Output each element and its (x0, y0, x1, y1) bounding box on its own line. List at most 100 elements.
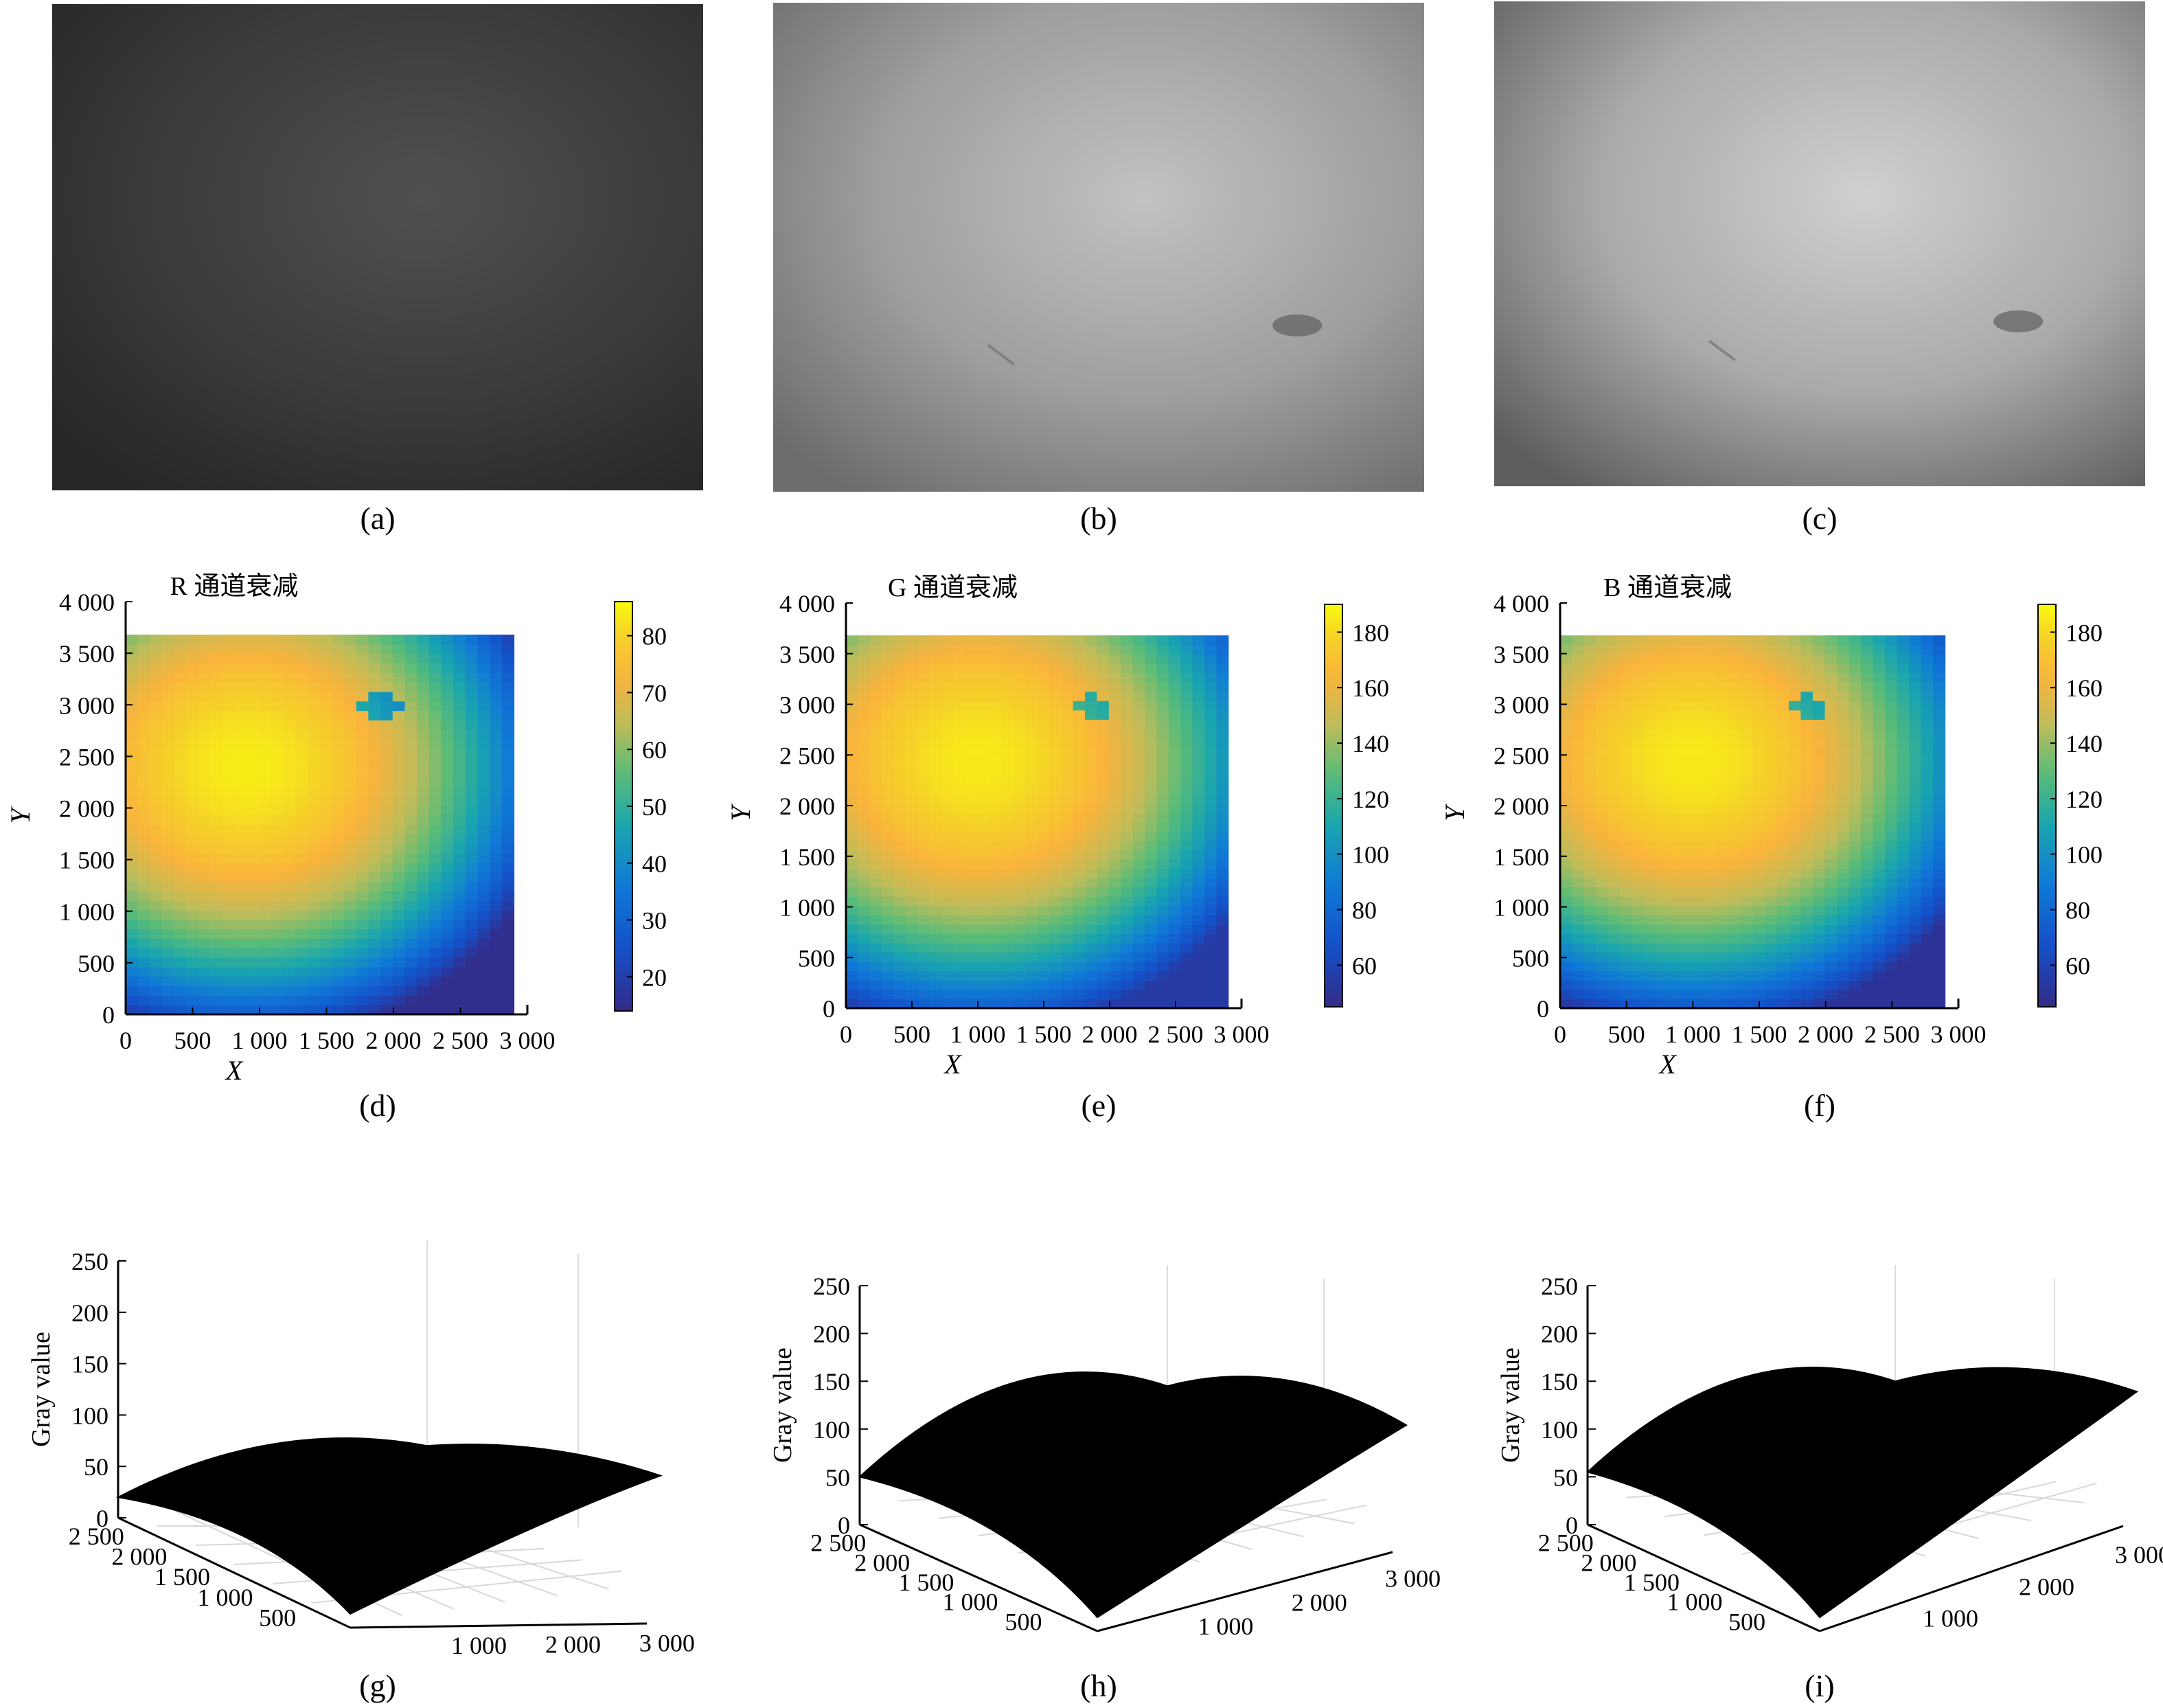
x-tick-label: 2 500 (1864, 1021, 1920, 1048)
y-tick-label: 500 (798, 944, 835, 972)
z-tick-label: 150 (1541, 1368, 1578, 1396)
photo-1 (773, 3, 1424, 492)
y-tick-label: 500 (1005, 1608, 1042, 1635)
heatmap-1: 0 500 1 000 1 500 2 000 2 500 3 000 0 500 1 000 1 … (725, 573, 1389, 1080)
y-axis-label: Y (725, 804, 756, 821)
y-tick-label: 4 000 (1494, 590, 1549, 617)
y-tick-label: 1 500 (1494, 843, 1549, 871)
y-tick-label: 2 000 (779, 793, 835, 820)
colorbar-tick-label: 60 (642, 736, 667, 764)
panel-caption-5: (f) (1804, 1088, 1835, 1123)
y-tick-label: 2 500 (69, 1523, 124, 1550)
panel-caption-1: (b) (1080, 501, 1117, 536)
z-tick-label: 150 (71, 1351, 108, 1378)
chart-title: R 通道衰减 (170, 572, 299, 601)
panel-caption-3: (d) (359, 1088, 396, 1123)
z-tick-label: 200 (813, 1321, 850, 1348)
x-tick-label: 3 000 (1931, 1021, 1987, 1048)
y-tick-label: 3 500 (779, 641, 835, 668)
z-tick-label: 100 (71, 1402, 108, 1429)
y-tick-label: 2 000 (59, 795, 115, 823)
x-axis-label: X (1658, 1049, 1677, 1080)
z-tick-label: 50 (1553, 1464, 1578, 1491)
x-tick-label: 1 500 (299, 1027, 354, 1054)
colorbar-tick-label: 70 (642, 679, 667, 707)
panel-caption-4: (e) (1081, 1088, 1116, 1123)
heatmap-0: 0 500 1 000 1 500 2 000 2 500 3 000 0 500 1 000 1 … (5, 572, 667, 1086)
x-tick-label: 500 (893, 1021, 930, 1048)
z-axis-label: Gray value (768, 1347, 797, 1463)
y-tick-label: 1 500 (154, 1563, 210, 1591)
y-axis-label: Y (5, 806, 36, 824)
colorbar-tick-label: 40 (642, 850, 667, 878)
x-axis-label: X (943, 1049, 962, 1080)
heatmap-2: 0 500 1 000 1 500 2 000 2 500 3 000 0 500 1 000 1 … (1439, 573, 2103, 1080)
colorbar-tick-label: 100 (2065, 841, 2103, 869)
x-tick-label: 1 500 (1732, 1021, 1787, 1048)
x-tick-label: 3 000 (1385, 1564, 1441, 1592)
colorbar-tick-label: 60 (1352, 952, 1377, 979)
x-tick-label: 3 000 (1214, 1021, 1270, 1048)
z-tick-label: 250 (1541, 1273, 1578, 1300)
panel-caption-0: (a) (360, 501, 395, 536)
chart-title: G 通道衰减 (888, 573, 1018, 602)
colorbar-tick-label: 180 (2065, 619, 2103, 646)
y-tick-label: 2 500 (810, 1529, 866, 1557)
colorbar-tick-label: 160 (2065, 674, 2103, 702)
gray-value-surface (115, 1437, 663, 1615)
x-tick-label: 500 (1608, 1021, 1645, 1048)
z-axis-label: Gray value (1496, 1347, 1525, 1463)
y-tick-label: 1 500 (898, 1569, 954, 1596)
colorbar: 20 30 40 50 60 70 80 (614, 601, 667, 1012)
y-tick-label: 2 500 (59, 743, 115, 771)
x-axis-label: X (225, 1055, 244, 1086)
colorbar-tick-label: 120 (2065, 786, 2103, 813)
x-tick-label: 500 (174, 1027, 211, 1054)
y-tick-label: 1 000 (942, 1589, 998, 1616)
y-tick-label: 3 500 (59, 640, 115, 668)
colorbar-tick-label: 80 (1352, 897, 1377, 924)
y-tick-label: 2 500 (1538, 1529, 1594, 1557)
x-tick-label: 0 (1554, 1021, 1566, 1048)
x-tick-label: 2 000 (366, 1027, 422, 1054)
x-tick-label: 1 000 (232, 1027, 288, 1054)
photo-scratch (1708, 339, 1736, 362)
gray-value-surface (858, 1371, 1408, 1619)
panel-caption-2: (c) (1802, 501, 1837, 536)
colorbar-tick-label: 180 (1352, 619, 1389, 646)
panel-caption-7: (h) (1080, 1668, 1117, 1703)
y-tick-label: 500 (259, 1604, 296, 1631)
y-tick-label: 3 500 (1494, 641, 1549, 668)
y-tick-label: 1 000 (59, 898, 115, 926)
heatmap-cells (126, 635, 515, 1015)
heatmap-cells (846, 635, 1229, 1009)
heatmap-row: 0 500 1 000 1 500 2 000 2 500 3 000 0 500 1 000 1 … (5, 572, 2103, 1086)
colorbar-tick-label: 80 (2065, 897, 2090, 924)
y-tick-label: 2 000 (111, 1543, 167, 1571)
colorbar-tick-label: 80 (642, 623, 667, 650)
z-tick-label: 50 (825, 1464, 850, 1491)
y-tick-label: 0 (102, 1001, 115, 1029)
colorbar-tick-label: 30 (642, 907, 667, 935)
x-tick-label: 2 000 (2019, 1573, 2074, 1600)
x-tick-label: 0 (840, 1021, 852, 1048)
z-tick-label: 250 (813, 1273, 850, 1300)
z-tick-label: 150 (813, 1368, 850, 1396)
photo-scratch (987, 343, 1015, 366)
gray-value-surface (1586, 1367, 2139, 1619)
x-tick-label: 2 000 (1798, 1021, 1853, 1048)
x-tick-label: 1 000 (1198, 1613, 1253, 1640)
x-tick-label: 1 000 (950, 1021, 1006, 1048)
z-tick-label: 50 (84, 1453, 108, 1481)
y-tick-label: 500 (78, 950, 115, 977)
y-tick-label: 2 000 (1494, 793, 1549, 820)
panel-caption-6: (g) (359, 1668, 396, 1703)
photo-0 (52, 4, 703, 490)
y-tick-label: 4 000 (779, 590, 835, 617)
x-tick-label: 3 000 (639, 1630, 695, 1657)
y-tick-label: 0 (823, 995, 835, 1023)
y-tick-label: 3 000 (59, 692, 115, 719)
